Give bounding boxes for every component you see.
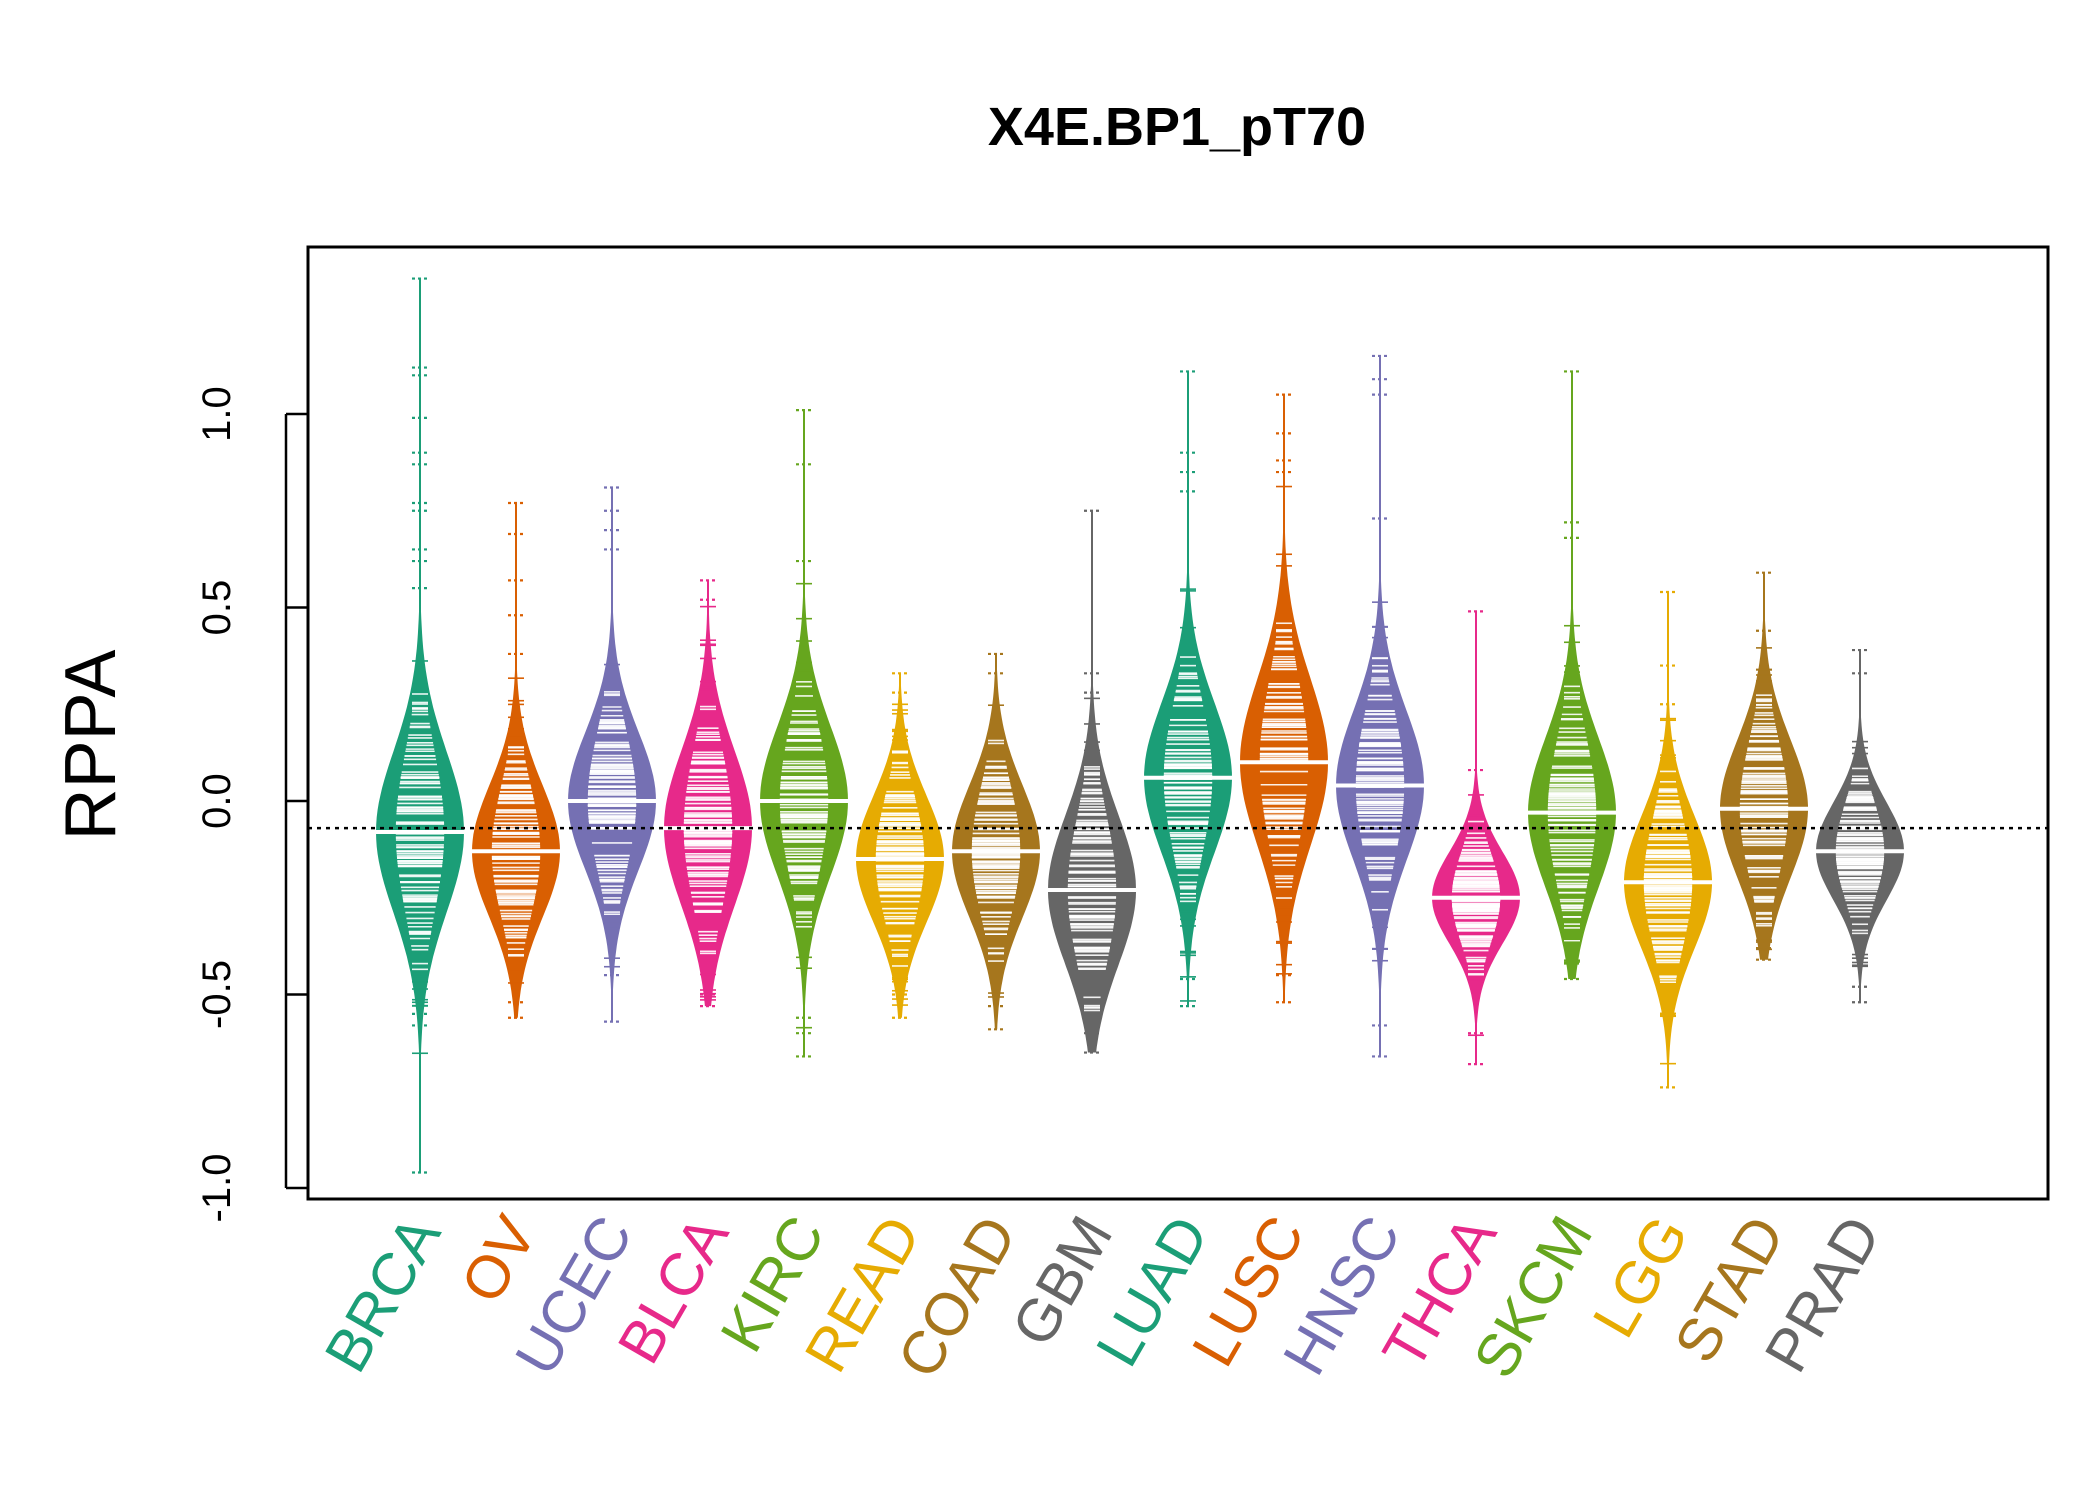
bean-blca xyxy=(664,579,752,1008)
plot-frame xyxy=(306,245,2050,1201)
bean-lusc xyxy=(1240,393,1328,1004)
bean-thca xyxy=(1432,610,1520,1066)
density-shape-blca xyxy=(664,580,752,1007)
bean-skcm xyxy=(1528,370,1616,981)
y-axis-label: RPPA xyxy=(51,650,131,841)
y-tick-label: -1.0 xyxy=(195,1154,239,1223)
x-category-labels: BRCAOVUCECBLCAKIRCREADCOADGBMLUADLUSCHNS… xyxy=(312,1205,1893,1389)
bean-lgg xyxy=(1624,590,1712,1089)
category-label-brca: BRCA xyxy=(312,1205,453,1383)
y-tick-label: 0.0 xyxy=(195,773,239,829)
y-tick-label: 1.0 xyxy=(195,386,239,442)
bean-brca xyxy=(376,277,464,1174)
bean-prad xyxy=(1816,648,1904,1004)
density-shape-skcm xyxy=(1528,573,1616,979)
bean-layer xyxy=(376,277,1904,1174)
y-tick-label: 0.5 xyxy=(195,580,239,636)
bean-coad xyxy=(952,652,1040,1031)
density-shape-gbm xyxy=(1048,651,1136,1053)
bean-luad xyxy=(1144,370,1232,1008)
bean-hnsc xyxy=(1336,354,1424,1058)
bean-ucec xyxy=(568,486,656,1023)
bean-stad xyxy=(1720,571,1808,961)
bean-kirc xyxy=(760,409,848,1058)
bean-read xyxy=(856,672,944,1019)
density-shape-read xyxy=(856,673,944,1018)
bean-gbm xyxy=(1048,509,1136,1054)
bean-ov xyxy=(472,501,560,1019)
chart-title: X4E.BP1_pT70 xyxy=(988,97,1366,157)
y-axis: -1.0 -0.5 0.0 0.5 1.0 xyxy=(195,386,308,1222)
y-tick-label: -0.5 xyxy=(195,960,239,1029)
